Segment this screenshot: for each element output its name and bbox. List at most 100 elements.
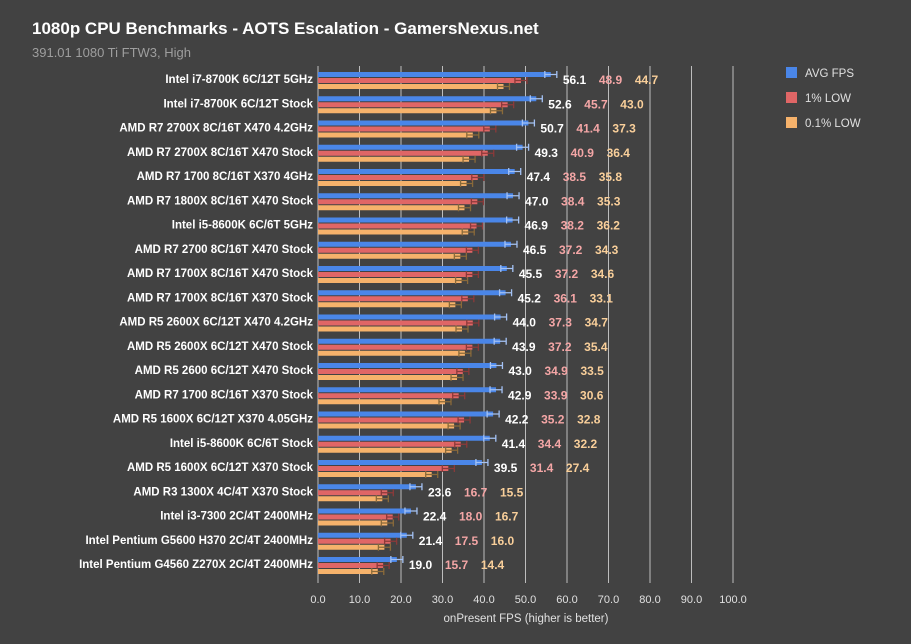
- error-bar: [452, 392, 466, 400]
- data-label: 34.3: [595, 243, 619, 257]
- data-label: 38.5: [563, 170, 587, 184]
- error-bar: [447, 422, 461, 430]
- data-label: 16.7: [464, 485, 488, 499]
- x-axis-label: onPresent FPS (higher is better): [444, 613, 609, 625]
- error-bar: [380, 519, 394, 527]
- category-label: Intel i5-8600K 6C/6T 5GHz: [172, 220, 313, 232]
- data-label: 31.4: [530, 461, 554, 475]
- x-tick-label: 0.0: [310, 594, 325, 606]
- bar-1-low: [318, 369, 463, 374]
- x-tick-label: 60.0: [556, 594, 577, 606]
- error-bar: [506, 192, 520, 200]
- data-label: 38.2: [561, 219, 585, 233]
- data-label: 33.9: [544, 388, 568, 402]
- error-bar: [465, 246, 480, 254]
- bar-1-low: [318, 441, 461, 447]
- error-bar: [544, 71, 558, 78]
- error-bar: [489, 362, 504, 369]
- category-label: AMD R5 1600X 6C/12T X370 4.05GHz: [113, 414, 313, 426]
- data-label: 43.0: [508, 364, 532, 378]
- data-label: 35.8: [599, 170, 623, 184]
- data-label: 43.0: [620, 97, 644, 111]
- data-label: 48.9: [599, 73, 623, 87]
- legend-swatch: [786, 117, 797, 128]
- bar-0-1-low: [318, 520, 388, 526]
- bar-0-1-low: [318, 375, 458, 380]
- data-label: 27.4: [566, 461, 590, 475]
- category-label: AMD R5 2600X 6C/12T X470 4.2GHz: [119, 317, 313, 329]
- bar-avg-fps: [318, 120, 529, 126]
- x-tick-label: 100.0: [719, 594, 747, 606]
- data-label: 37.2: [559, 243, 583, 257]
- x-tick-label: 70.0: [598, 594, 619, 606]
- bar-avg-fps: [318, 363, 497, 368]
- data-label: 16.7: [495, 510, 519, 524]
- data-label: 37.3: [549, 316, 573, 330]
- bar-avg-fps: [318, 435, 490, 441]
- bar-0-1-low: [318, 108, 497, 114]
- error-bar: [390, 556, 404, 563]
- error-bar: [498, 289, 513, 297]
- error-bar: [383, 537, 398, 545]
- bar-0-1-low: [318, 472, 432, 477]
- data-label: 36.2: [597, 219, 621, 233]
- error-bar: [375, 495, 389, 503]
- data-label: 38.4: [561, 194, 585, 208]
- data-label: 56.1: [563, 73, 587, 87]
- category-label: AMD R5 2600X 6C/12T X470 Stock: [127, 341, 314, 353]
- data-label: 46.5: [523, 243, 547, 257]
- legend-entry: AVG FPS: [805, 68, 854, 80]
- data-label: 33.5: [580, 364, 604, 378]
- x-tick-label: 90.0: [681, 594, 702, 606]
- error-bar: [493, 313, 508, 321]
- error-bar: [371, 568, 385, 575]
- data-label: 34.7: [585, 316, 609, 330]
- category-label: Intel Pentium G5600 H370 2C/4T 2400MHz: [85, 535, 313, 547]
- category-label: AMD R7 2700 8C/16T X470 Stock: [135, 244, 314, 256]
- error-bar: [458, 349, 472, 357]
- error-bar: [465, 271, 480, 278]
- error-bar: [501, 101, 515, 109]
- error-bar: [489, 107, 504, 115]
- data-label: 19.0: [409, 558, 433, 572]
- error-bar: [377, 543, 392, 551]
- bar-1-low: [318, 150, 488, 156]
- category-label: AMD R3 1300X 4C/4T X370 Stock: [133, 486, 313, 498]
- data-label: 37.2: [548, 340, 572, 354]
- category-label: Intel i7-8700K 6C/12T 5GHz: [165, 74, 313, 86]
- bar-1-low: [318, 466, 449, 471]
- data-label: 30.6: [580, 388, 604, 402]
- error-bar: [500, 265, 514, 272]
- error-bar: [461, 295, 475, 303]
- category-label: Intel i7-8700K 6C/12T Stock: [163, 98, 313, 110]
- chart-title: 1080p CPU Benchmarks - AOTS Escalation -…: [32, 19, 539, 38]
- bar-1-low: [318, 175, 478, 180]
- error-bar: [515, 143, 530, 151]
- data-label: 45.5: [519, 267, 543, 281]
- category-label: AMD R7 2700X 8C/16T X470 Stock: [127, 147, 314, 159]
- bar-1-low: [318, 344, 473, 350]
- bar-0-1-low: [318, 132, 473, 138]
- error-bar: [483, 125, 497, 133]
- bar-avg-fps: [318, 193, 514, 199]
- error-bar: [471, 174, 485, 181]
- error-bar: [466, 319, 480, 327]
- x-tick-label: 10.0: [349, 594, 370, 606]
- error-bar: [409, 483, 423, 491]
- data-label: 47.0: [525, 194, 549, 208]
- category-label: Intel i5-8600K 6C/6T Stock: [170, 438, 314, 450]
- bar-1-low: [318, 538, 391, 544]
- bar-avg-fps: [318, 314, 501, 320]
- bar-avg-fps: [318, 217, 513, 223]
- category-label: AMD R7 1800X 8C/16T X470 Stock: [127, 195, 314, 207]
- error-bar: [454, 440, 468, 448]
- error-bar: [461, 228, 475, 236]
- legend-entry: 0.1% LOW: [805, 118, 861, 130]
- data-label: 49.3: [535, 146, 559, 160]
- error-bar: [453, 252, 467, 260]
- bar-1-low: [318, 102, 508, 108]
- error-bar: [456, 368, 470, 375]
- error-bar: [470, 198, 485, 206]
- error-bar: [425, 471, 439, 478]
